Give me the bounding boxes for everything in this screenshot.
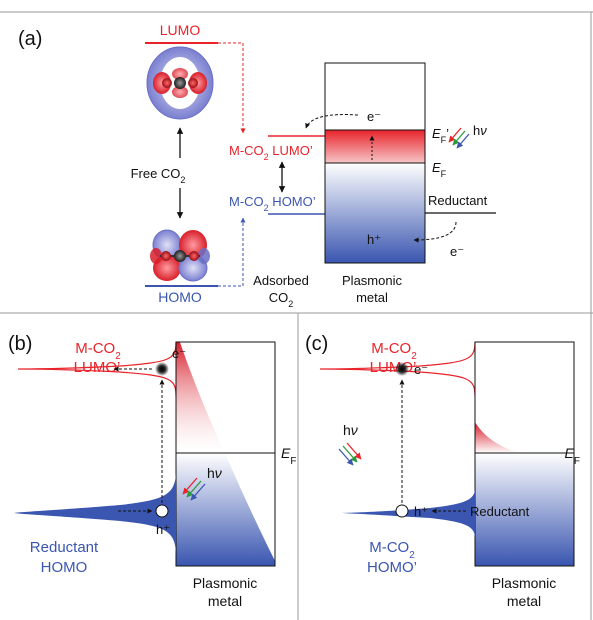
reductant-label-c: Reductant (470, 504, 530, 519)
reductant-homo-distribution-b (14, 470, 176, 556)
panel-b: (b) M-CO2 LUMO’ e⁻ h⁺ hν EF Reductant HO (8, 333, 296, 609)
panel-b-label: (b) (8, 333, 32, 355)
metal-excited-region-a (325, 130, 425, 163)
free-co2-label: Free CO2 (131, 166, 186, 185)
panel-c-label: (c) (305, 333, 328, 355)
hot-electron-distribution-c (475, 423, 520, 453)
panel-a-label: (a) (18, 28, 42, 50)
plasmonic-label-c-line2: metal (507, 593, 541, 609)
panel-a: (a) LUMO Free CO2 (18, 22, 496, 309)
hole-label-b: h⁺ (156, 522, 170, 537)
plasmonic-label-a-line1: Plasmonic (342, 273, 402, 288)
reductant-label-b: Reductant (30, 539, 99, 556)
hv-label-b: hν (207, 465, 222, 481)
electron-dot-c (395, 362, 409, 376)
electron-dot-b (155, 362, 169, 376)
electron-label-b: e⁻ (172, 346, 186, 361)
plasmonic-label-b-line1: Plasmonic (193, 575, 258, 591)
mco2-lumo-distribution-c (319, 341, 476, 397)
hot-electron-distribution-b (176, 342, 225, 453)
mco2-top-label-c: M-CO2 (371, 340, 417, 362)
light-arrows-c (338, 442, 362, 466)
electron-label-c: e⁻ (414, 362, 428, 377)
metal-filled-region-a (325, 163, 425, 263)
hv-label-c: hν (343, 422, 358, 438)
lumo-orbital-image (146, 46, 214, 120)
ef-label-b: EF (281, 445, 296, 467)
hole-label-c: h⁺ (414, 504, 428, 519)
adsorbed-label-line2: CO2 (269, 290, 294, 309)
reductant-label-a: Reductant (428, 193, 488, 208)
hv-label-a: hν (473, 123, 487, 138)
mco2-homo-label: M-CO2 HOMO’ (229, 194, 316, 213)
panel-c: (c) M-CO2 LUMO’ e⁻ h⁺ Reductant hν EF M-… (305, 333, 580, 609)
lumo-label: LUMO (160, 22, 201, 38)
hole-label-a: h⁺ (367, 232, 381, 247)
homo-prime-label-c: HOMO’ (367, 559, 417, 576)
plasmonic-label-a-line2: metal (356, 290, 388, 305)
light-arrows-a (448, 127, 470, 149)
homo-orbital-image (150, 229, 210, 282)
mco2-lumo-distribution-b (17, 341, 177, 397)
ef-label-c: EF (565, 445, 580, 467)
lumo-prime-label-c: LUMO’ (370, 359, 417, 376)
electron2-label-a: e⁻ (450, 244, 464, 259)
ef-label-a: EF (432, 160, 447, 179)
adsorbed-label-line1: Adsorbed (253, 273, 309, 288)
lumo-prime-label-b: LUMO’ (74, 359, 121, 376)
light-arrows-b (182, 477, 206, 501)
homo-label: HOMO (158, 289, 202, 305)
plasmonic-label-b-line2: metal (208, 593, 242, 609)
ef-prime-label: EF’ (432, 126, 449, 145)
mco2-lumo-label: M-CO2 LUMO’ (229, 143, 313, 162)
mco2-label-b: M-CO2 (75, 340, 121, 362)
mco2-bottom-label-c: M-CO2 (369, 539, 415, 561)
homo-label-b: HOMO (41, 559, 88, 576)
hole-dot-b (155, 504, 169, 518)
hole-dot-c (395, 504, 409, 518)
electron-transfer-arrow-a (305, 114, 359, 129)
reductant-electron-arrow-a (413, 221, 457, 243)
electron-label-a: e⁻ (367, 109, 381, 124)
plasmonic-label-c-line1: Plasmonic (492, 575, 557, 591)
filled-states-c (475, 453, 574, 566)
